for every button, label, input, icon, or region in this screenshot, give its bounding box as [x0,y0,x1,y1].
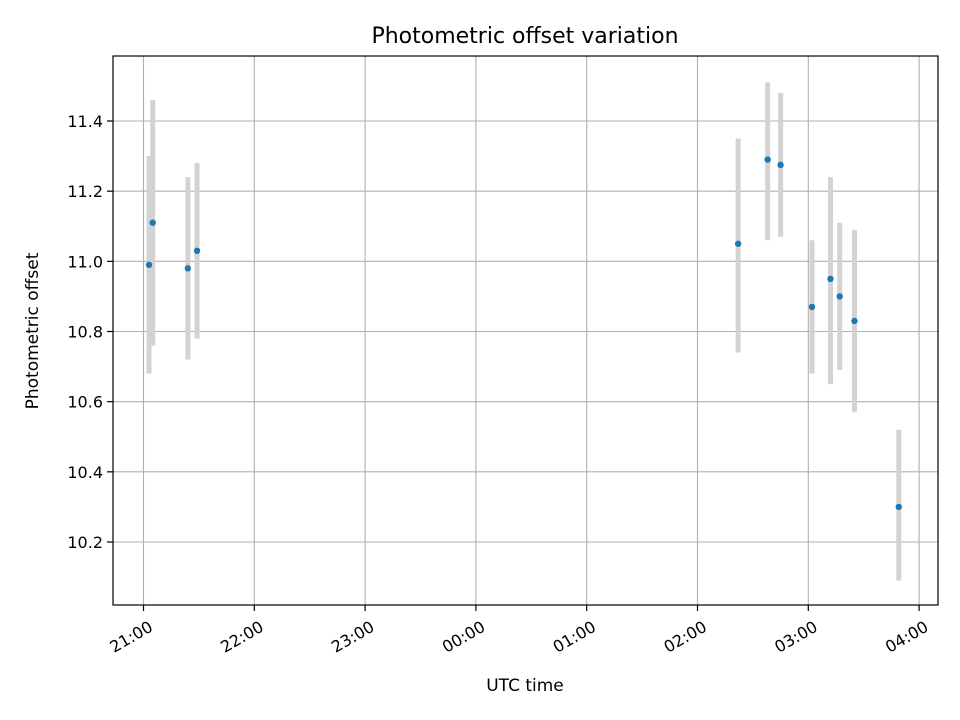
y-axis-label: Photometric offset [23,252,43,409]
x-tick-label: 01:00 [550,617,599,657]
data-points [145,156,902,511]
x-tick-label: 23:00 [328,617,377,657]
plot-frame [112,55,939,606]
y-tick-label: 11.2 [67,182,103,201]
data-point [851,317,858,325]
x-tick-label: 03:00 [771,617,820,657]
x-tick-label: 00:00 [439,617,488,657]
data-point [808,303,816,311]
data-point [827,275,834,283]
y-tick-label: 10.6 [67,393,103,412]
grid [113,56,938,605]
x-tick-label: 04:00 [882,617,931,657]
y-tick-label: 11.4 [67,112,103,131]
data-point [193,247,201,255]
data-point [777,161,784,169]
y-tick-label: 10.8 [67,323,103,342]
x-tick-label: 22:00 [217,617,266,657]
data-point [149,219,156,226]
data-point [836,293,843,300]
y-tick-label: 10.2 [67,533,103,552]
x-axis-ticks: 21:00 22:00 23:00 00:00 01:00 02:00 03:00 04:00 [106,605,932,657]
y-tick-label: 11.0 [67,252,103,271]
chart-title: Photometric offset variation [371,24,678,49]
data-point [145,261,153,269]
data-point [734,240,742,247]
data-point [895,503,902,511]
data-point [764,156,771,163]
x-tick-label: 02:00 [660,617,709,657]
x-axis-label: UTC time [486,676,564,696]
y-axis-ticks: 10.2 10.4 10.6 10.8 11.0 11.2 11.4 [67,112,113,552]
data-point [184,265,192,272]
y-tick-label: 10.4 [67,463,103,482]
x-tick-label: 21:00 [106,617,155,657]
